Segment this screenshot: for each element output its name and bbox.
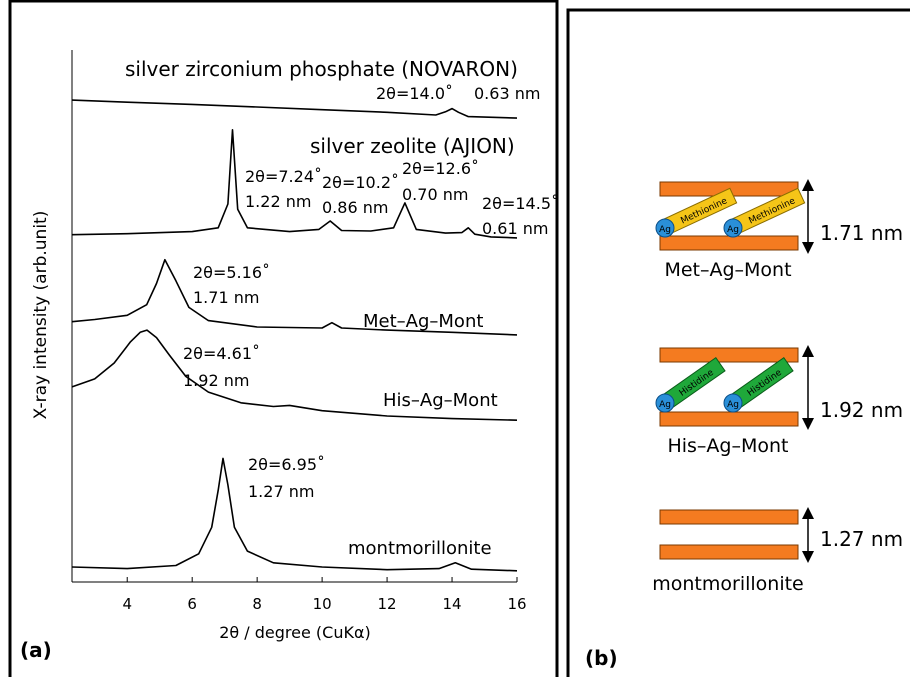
peak-annotation: 0.86 nm	[322, 198, 388, 217]
xrd-trace	[71, 99, 518, 119]
peak-annotation: 1.92 nm	[183, 371, 249, 390]
diagram: (b) Methionine Methionine Ag Ag 1.71 nm …	[585, 179, 903, 670]
peak-annotation: 2θ=14.5˚	[482, 194, 559, 213]
panel-label: (b)	[585, 646, 618, 670]
xrd-trace	[71, 329, 518, 421]
peak-annotation: 2θ=10.2˚	[322, 173, 399, 192]
peak-annotation: 1.71 nm	[193, 288, 259, 307]
panel-label: (a)	[20, 638, 52, 662]
spacing-label: 1.71 nm	[820, 221, 903, 245]
peak-annotation: 0.61 nm	[482, 219, 548, 238]
series-label: His–Ag–Mont	[383, 390, 498, 411]
peak-annotation: 2θ=6.95˚	[248, 455, 325, 474]
panel-b-frame	[566, 8, 910, 677]
spacing-label: 1.92 nm	[820, 398, 903, 422]
silver-ion	[655, 393, 675, 413]
clay-layer	[659, 544, 799, 560]
silver-ion	[723, 393, 743, 413]
xrd-trace	[71, 258, 518, 336]
y-axis-label: X-ray intensity (arb.unit)	[31, 211, 51, 420]
peak-annotation: 1.27 nm	[248, 482, 314, 501]
silver-label: Ag	[659, 225, 671, 235]
xrd-chart: (a) 2θ / degree (CuKα) X-ray intensity (…	[20, 50, 559, 662]
peak-annotation: 0.63 nm	[474, 84, 540, 103]
series-label: silver zeolite (AJION)	[310, 134, 515, 158]
peak-annotation: 2θ=12.6˚	[402, 159, 479, 178]
peak-annotation: 2θ=14.0˚	[376, 84, 453, 103]
xrd-trace	[71, 457, 518, 572]
x-tick-label: 10	[313, 595, 332, 613]
series-label: Met–Ag–Mont	[363, 311, 483, 332]
x-axis-label: 2θ / degree (CuKα)	[219, 623, 371, 642]
peak-annotation: 2θ=4.61˚	[183, 344, 260, 363]
x-tick-label: 4	[122, 595, 132, 613]
xrd-trace	[71, 129, 518, 239]
silver-ion	[723, 218, 743, 238]
series-label: silver zirconium phosphate (NOVARON)	[125, 57, 518, 81]
clay-layer	[659, 411, 799, 427]
structure-name: montmorillonite	[652, 573, 804, 595]
silver-label: Ag	[727, 400, 739, 410]
clay-layer	[659, 347, 799, 363]
silver-ion	[655, 218, 675, 238]
series-label: montmorillonite	[348, 538, 492, 559]
peak-annotation: 1.22 nm	[245, 192, 311, 211]
clay-layer	[659, 235, 799, 251]
x-tick-label: 6	[187, 595, 197, 613]
clay-layer	[659, 509, 799, 525]
panel-a-frame	[8, 0, 559, 677]
spacing-label: 1.27 nm	[820, 527, 903, 551]
silver-label: Ag	[727, 225, 739, 235]
x-tick-label: 14	[442, 595, 461, 613]
structure-name: His–Ag–Mont	[667, 435, 788, 457]
x-tick-label: 12	[378, 595, 397, 613]
structure-name: Met–Ag–Mont	[664, 259, 791, 281]
x-tick-label: 8	[252, 595, 262, 613]
x-tick-label: 16	[507, 595, 526, 613]
peak-annotation: 0.70 nm	[402, 185, 468, 204]
peak-annotation: 2θ=5.16˚	[193, 263, 270, 282]
peak-annotation: 2θ=7.24˚	[245, 167, 322, 186]
silver-label: Ag	[659, 400, 671, 410]
